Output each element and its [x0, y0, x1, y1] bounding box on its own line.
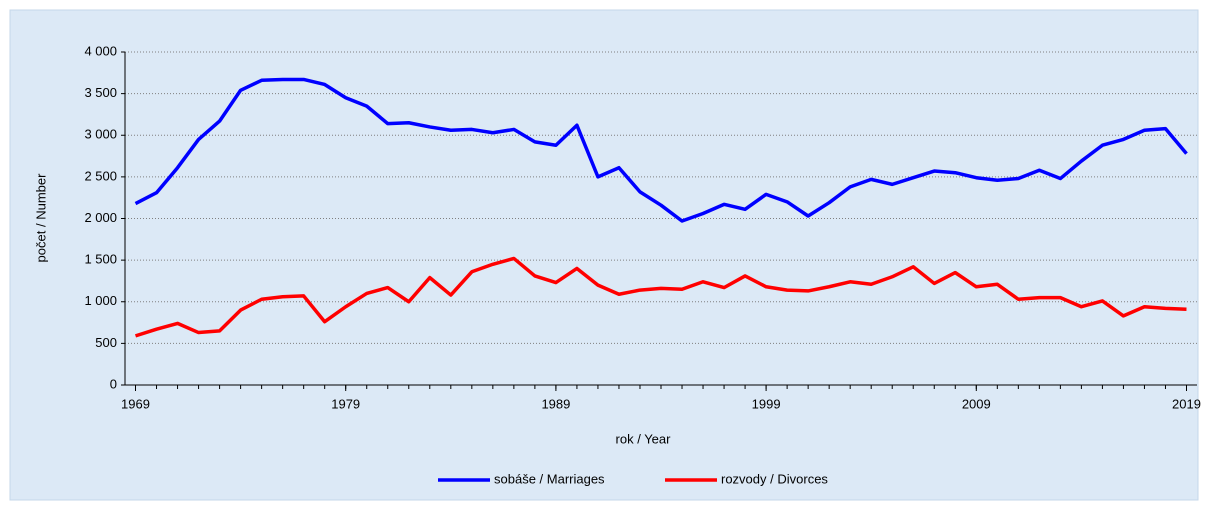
x-tick-label: 2019	[1172, 396, 1201, 411]
x-tick-label: 2009	[962, 396, 991, 411]
y-tick-label: 0	[110, 376, 117, 391]
x-tick-label: 1979	[331, 396, 360, 411]
y-tick-label: 3 000	[84, 127, 117, 142]
data-line	[134, 77, 1188, 223]
y-tick-label: 2 000	[84, 210, 117, 225]
legend-label: rozvody / Divorces	[721, 471, 828, 486]
y-tick-label: 2 500	[84, 168, 117, 183]
x-tick-label: 1989	[541, 396, 570, 411]
y-tick-label: 4 000	[84, 43, 117, 58]
x-axis-label: rok / Year	[616, 431, 672, 446]
y-tick-label: 3 500	[84, 85, 117, 100]
y-tick-label: 500	[95, 335, 117, 350]
y-tick-label: 1 500	[84, 252, 117, 267]
x-tick-label: 1999	[752, 396, 781, 411]
y-tick-label: 1 000	[84, 293, 117, 308]
y-axis-label: počet / Number	[33, 173, 48, 263]
chart-background	[9, 9, 1199, 501]
x-tick-label: 1969	[121, 396, 150, 411]
data-line	[134, 256, 1187, 338]
legend-label: sobáše / Marriages	[494, 471, 605, 486]
